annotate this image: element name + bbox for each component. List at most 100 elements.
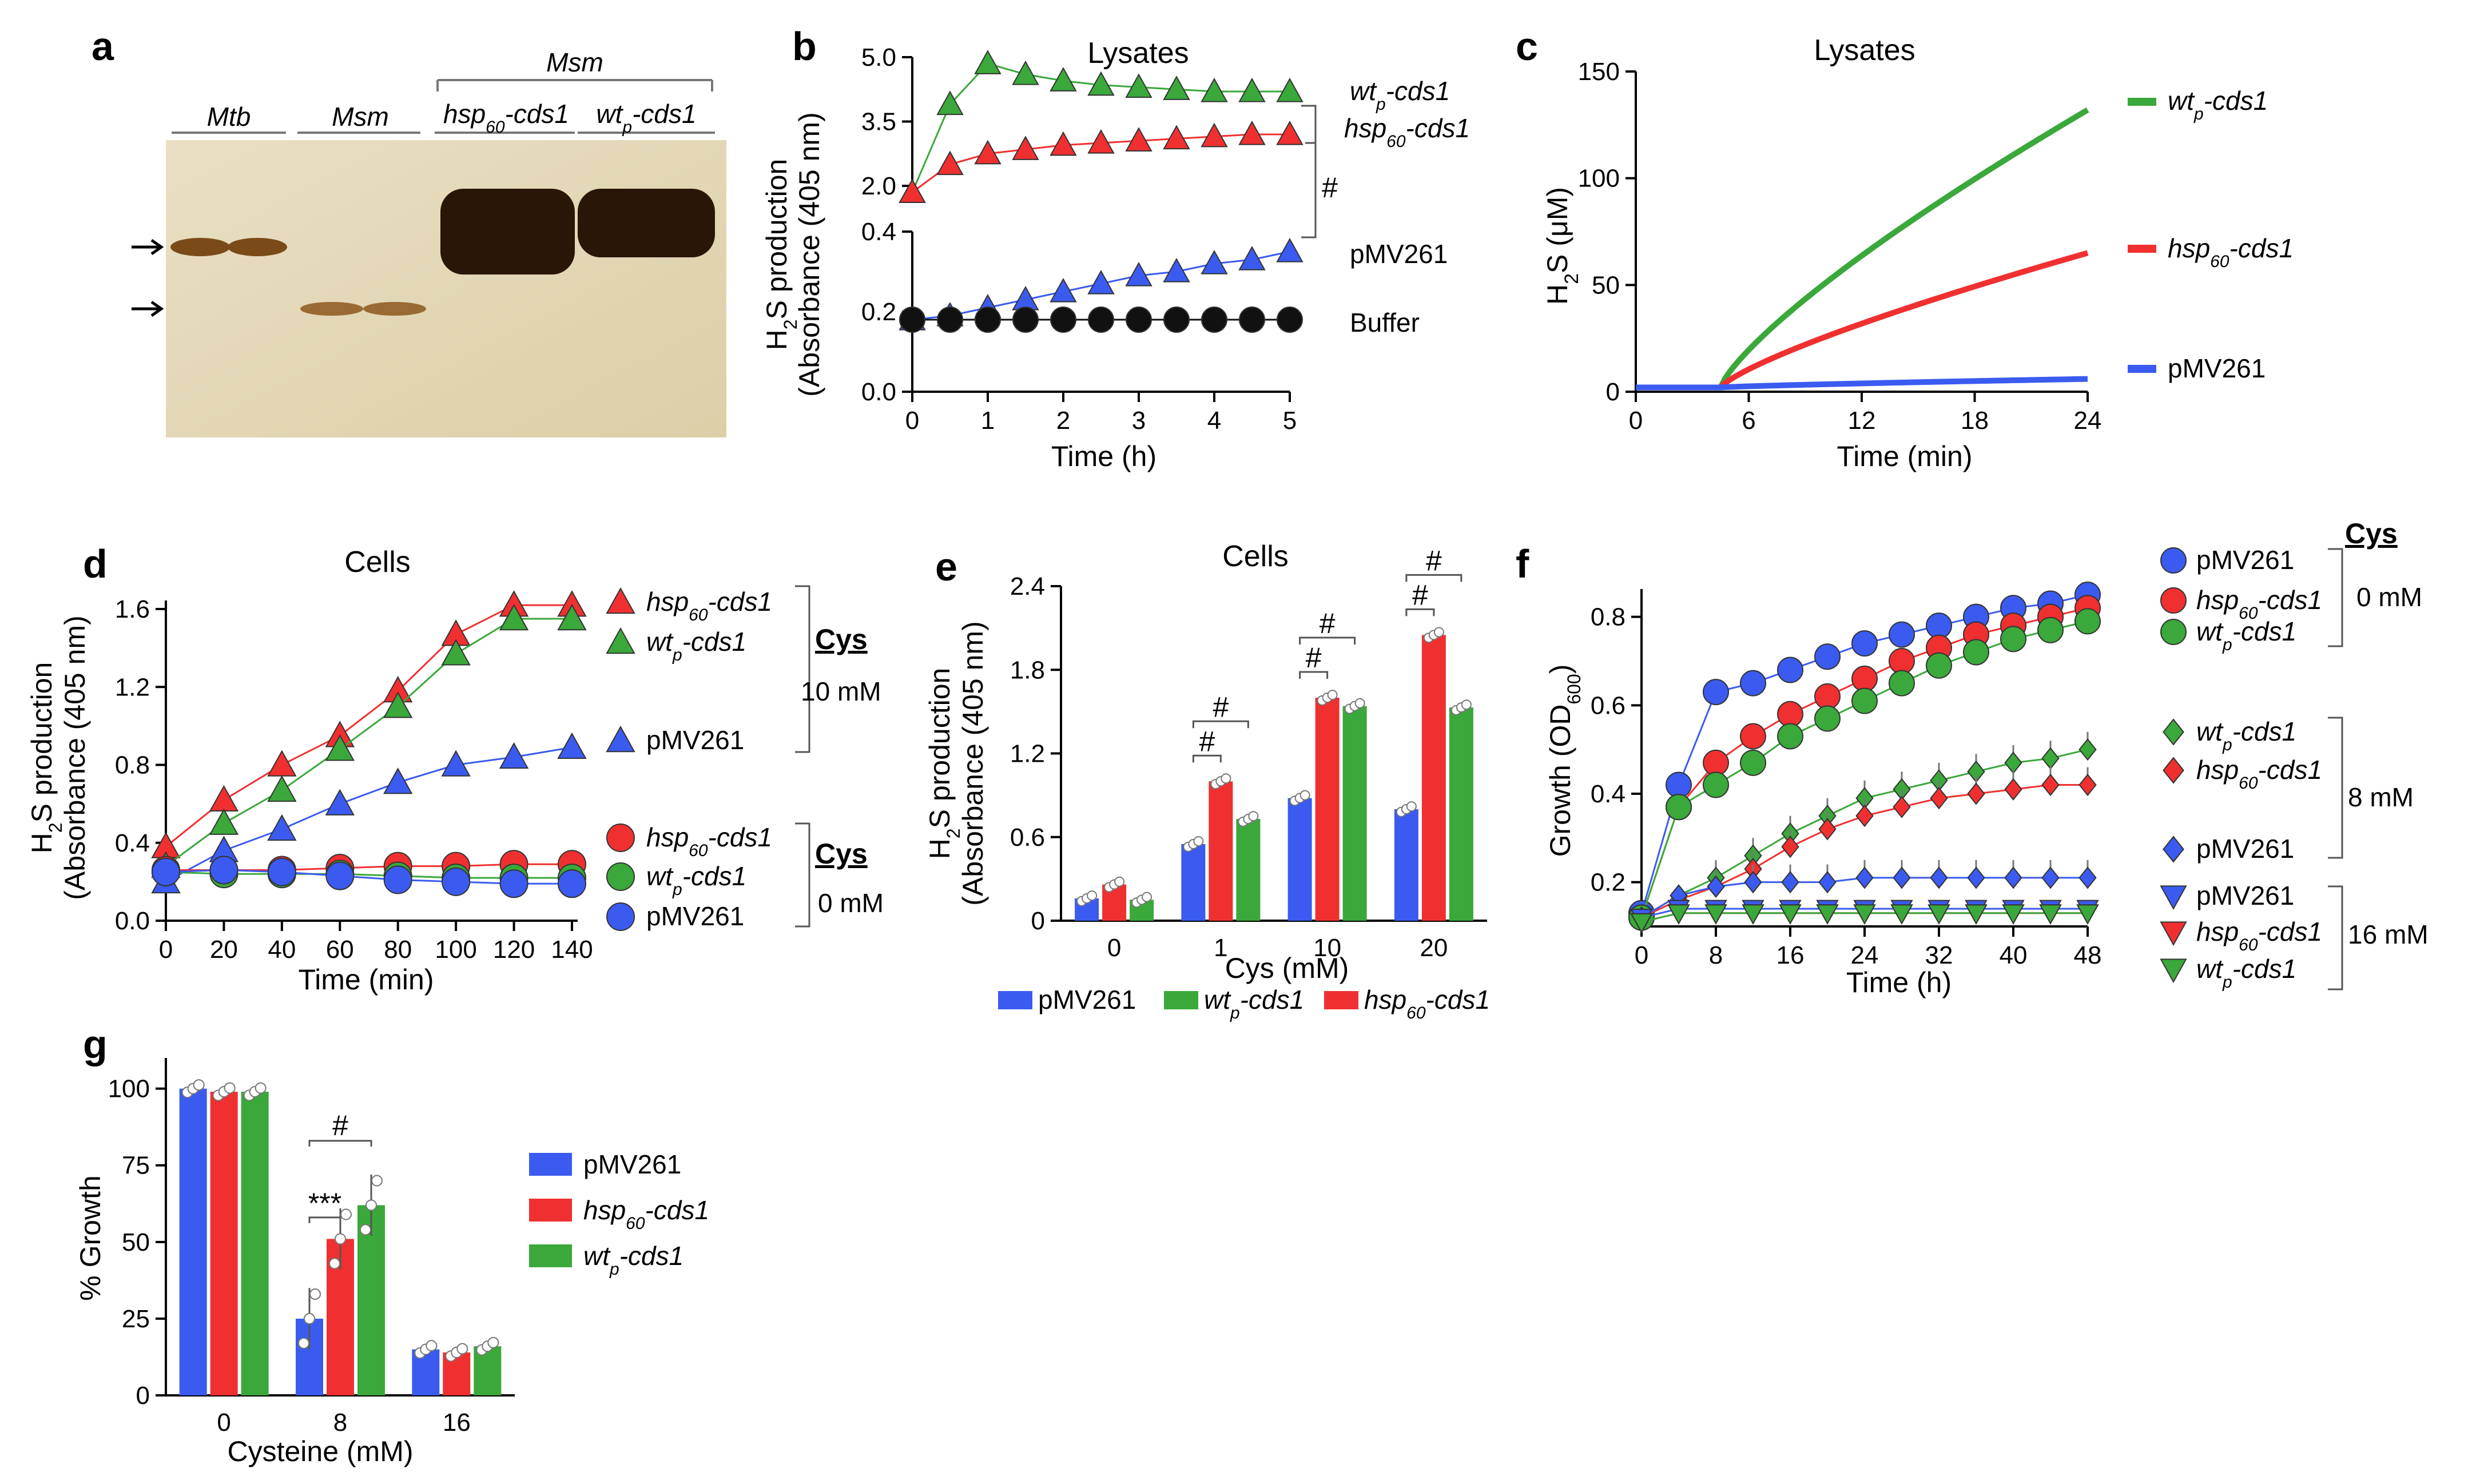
b-ylabel-rest: S production [761, 159, 793, 320]
b-point-pMV261 [1238, 245, 1266, 270]
d-legend-pmv-lo: pMV261 [646, 901, 744, 931]
e-ylabel-h: H [924, 838, 956, 859]
d-point-pMV261 10 mM [325, 789, 355, 815]
e-sig-bracket [1299, 636, 1356, 644]
f-point-pMV261 0 mM [1777, 657, 1803, 683]
e-legend-wt-sub: p [1230, 1004, 1240, 1023]
g-y-tick-label: 25 [122, 1305, 150, 1333]
c-legend-wt-suffix: -cds1 [2204, 86, 2268, 116]
e-legend-hsp-suffix: -cds1 [1426, 985, 1490, 1014]
f-point-wtp-cds1 0 mM [1740, 749, 1766, 776]
f-point-hsp60-cds1 8 mM [1781, 836, 1799, 858]
e-y-tick-label: 0.6 [1010, 823, 1045, 852]
g-legend-hsp-suffix: -cds1 [645, 1195, 709, 1225]
f-legend-4-suffix: -cds1 [2258, 755, 2322, 785]
f-point-pMV261 0 mM [1926, 612, 1952, 639]
d-legend-wt-hi-sub: p [672, 646, 682, 665]
f-point-pMV261 0 mM [1814, 643, 1841, 670]
e-bar-hsp60-cds1 [1315, 698, 1340, 921]
b-point-hsp60-cds1 [1125, 127, 1152, 152]
b-ylabel-h: H [761, 329, 793, 350]
g-replicate-dot [193, 1079, 205, 1091]
b-legend-hsp-sub: 60 [1386, 132, 1406, 151]
gel-group-label: Msm [546, 47, 603, 77]
e-replicate-dot [1193, 836, 1204, 847]
c-legend-pmv: pMV261 [2168, 353, 2266, 383]
panel-e-xlabel: Cys (mM) [1225, 952, 1349, 984]
panel-b-title: Lysates [1087, 37, 1189, 70]
g-legend-wt-swatch [529, 1244, 572, 1267]
f-point-pMV261 0 mM [1666, 771, 1692, 798]
g-sig-bracket [308, 1140, 372, 1147]
d-cys-label-lo: Cys [815, 838, 868, 870]
c-x-tick-label: 18 [1961, 407, 1989, 435]
d-y-tick-label: 1.2 [115, 673, 150, 701]
e-y-tick-label: 2.4 [1010, 572, 1045, 600]
e-sig-mark: # [1306, 642, 1322, 674]
d-ylabel-sub: 2 [45, 822, 66, 833]
panel-e-title: Cells [1222, 540, 1289, 573]
b-point-wtp-cds1 [1238, 77, 1266, 102]
gel-band-mtb-2 [228, 238, 287, 256]
f-point-wtp-cds1 16 mM [1704, 904, 1727, 925]
d-point-pMV261 0 mM [152, 857, 180, 886]
d-cys-lo: 0 mM [818, 888, 884, 918]
panel-c-ylabel: H2S (μM) [1541, 187, 1583, 305]
gel-band-mtb-1 [170, 238, 230, 256]
d-legend-wt-lo-name: wt [646, 861, 674, 891]
f-point-hsp60-cds1 0 mM [1777, 701, 1803, 727]
panel-e-ylabel-1: H2S production [924, 668, 964, 860]
d-point-wtp-cds1 10 mM [383, 691, 413, 718]
f-y-tick-label: 0.8 [1591, 603, 1626, 631]
g-y-tick-label: 100 [108, 1075, 150, 1103]
f-legend-marker [2160, 958, 2187, 984]
f-point-pMV261 8 mM [1855, 866, 1874, 889]
d-point-wtp-cds1 10 mM [267, 775, 297, 802]
f-y-tick-label: 0.6 [1591, 691, 1626, 719]
b-x-tick-label: 3 [1132, 407, 1146, 435]
e-replicate-dot [1114, 876, 1125, 887]
d-legend-wt-lo-suffix: -cds1 [682, 861, 746, 891]
e-x-tick-label: 1 [1214, 934, 1227, 962]
d-point-pMV261 0 mM [325, 861, 355, 890]
d-x-tick-label: 80 [384, 936, 412, 964]
c-ylabel-rest: S (μM) [1541, 187, 1573, 273]
f-point-wtp-cds1 16 mM [1779, 904, 1802, 925]
b-point-hsp60-cds1 [1276, 120, 1303, 145]
e-bar-pMV261 [1287, 798, 1312, 921]
f-legend-8: wtp-cds1 [2196, 954, 2296, 992]
f-point-wtp-cds1 8 mM [2004, 751, 2022, 774]
b-point-pMV261 [1201, 249, 1228, 274]
panel-d-xlabel: Time (min) [298, 964, 434, 996]
d-point-hsp60-cds1 10 mM [267, 750, 297, 777]
e-sig-mark: # [1412, 579, 1428, 611]
b-legend-wt-suffix: -cds1 [1386, 76, 1450, 106]
f-point-wtp-cds1 0 mM [2000, 626, 2026, 653]
c-y-tick-label: 50 [1592, 271, 1620, 299]
d-point-pMV261 0 mM [442, 867, 471, 896]
f-y-tick-label: 0.2 [1591, 869, 1626, 897]
d-legend-marker [606, 823, 635, 852]
g-legend-wt-suffix: -cds1 [619, 1241, 683, 1271]
f-point-wtp-cds1 16 mM [2039, 904, 2062, 925]
gel-background [166, 140, 726, 437]
e-sig-bracket [1405, 608, 1435, 616]
d-point-pMV261 10 mM [557, 732, 587, 759]
f-point-hsp60-cds1 8 mM [1893, 795, 1911, 818]
g-legend-pmv-swatch [529, 1153, 572, 1176]
g-bar-hsp60-cds1 [210, 1092, 238, 1395]
f-point-pMV261 8 mM [1707, 875, 1725, 898]
d-point-pMV261 0 mM [383, 865, 412, 894]
d-legend-wt-lo: wtp-cds1 [646, 861, 746, 899]
f-point-wtp-cds1 0 mM [1963, 639, 1989, 666]
lane-hsp-suffix: -cds1 [505, 99, 569, 129]
b-legend-wt-sub: p [1376, 95, 1386, 114]
f-point-wtp-cds1 0 mM [1703, 771, 1729, 798]
g-replicate-dot [298, 1337, 309, 1349]
e-legend-wt-swatch [1164, 991, 1198, 1009]
arrow-upper-icon [132, 238, 164, 256]
b-sig-mark: # [1322, 172, 1338, 204]
b-legend-hsp-suffix: -cds1 [1406, 113, 1470, 143]
panel-b-xlabel: Time (h) [1051, 440, 1156, 472]
b-point-pMV261 [1276, 237, 1303, 262]
